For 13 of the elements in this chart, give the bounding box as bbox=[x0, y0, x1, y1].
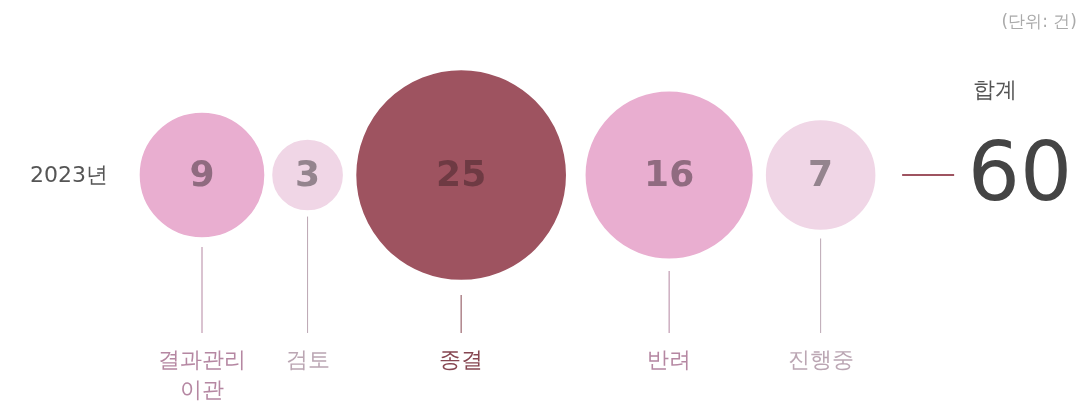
category-label: 결과관리 이관 bbox=[158, 347, 246, 402]
category-label: 반려 bbox=[647, 347, 692, 372]
text: 60 bbox=[967, 124, 1073, 219]
category-label: 종결 bbox=[439, 347, 484, 372]
text: 2023년 bbox=[30, 162, 108, 187]
category-label: 진행중 bbox=[787, 347, 854, 372]
text: (단위: 건) bbox=[1001, 11, 1077, 31]
category-label: 검토 bbox=[285, 347, 330, 372]
data-label: 16 bbox=[644, 153, 695, 194]
data-label: 9 bbox=[189, 153, 215, 194]
data-label: 3 bbox=[295, 153, 321, 194]
data-label: 7 bbox=[808, 153, 834, 194]
text: 합계 bbox=[973, 77, 1017, 102]
